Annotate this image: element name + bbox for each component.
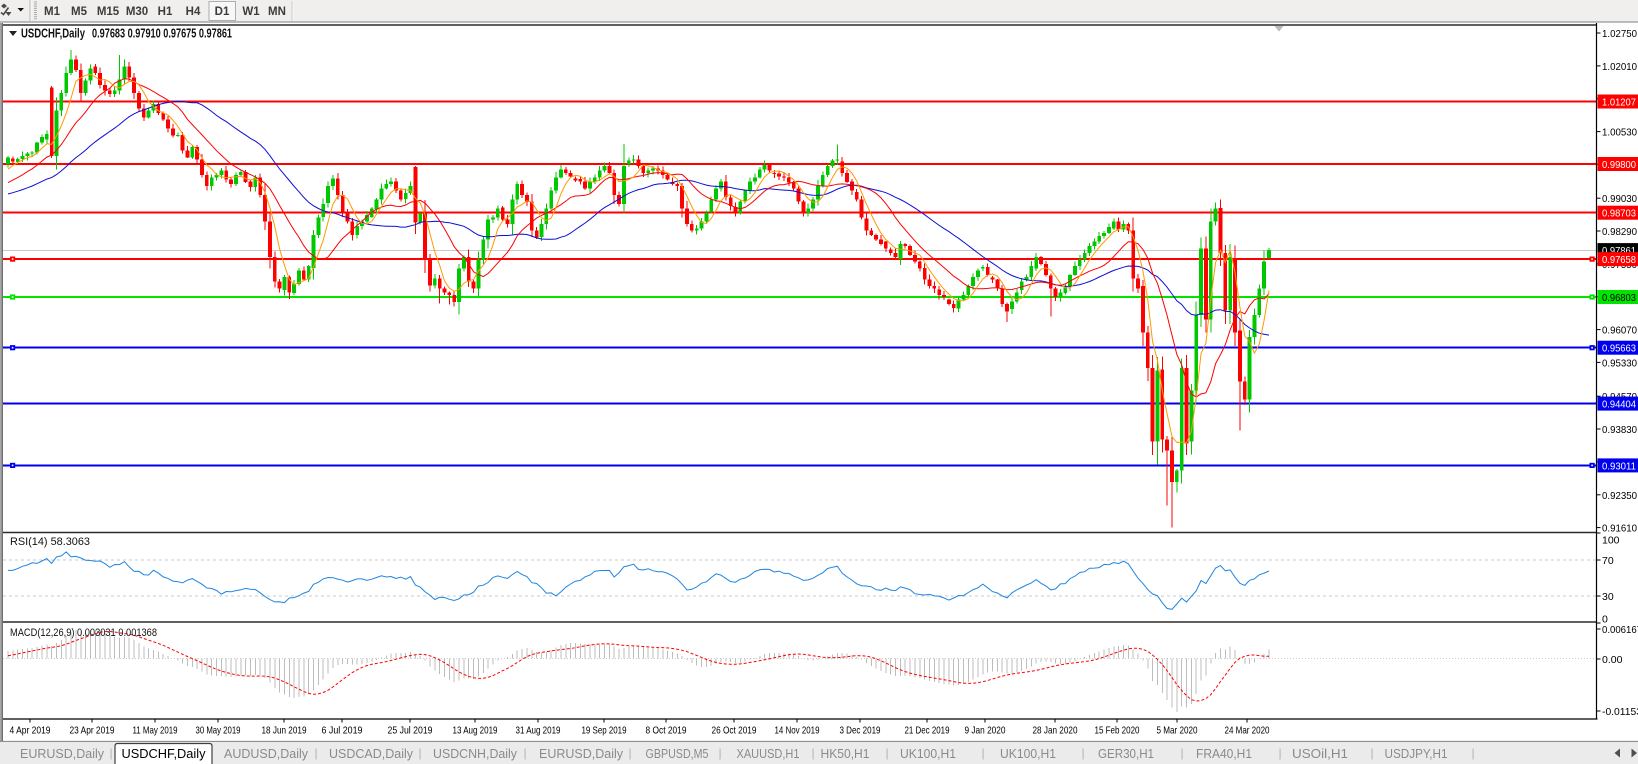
svg-text:RSI(14) 58.3063: RSI(14) 58.3063 [10,536,90,548]
svg-text:4 Apr 2019: 4 Apr 2019 [10,725,51,737]
svg-text:|: | [628,746,631,760]
svg-text:W1: W1 [242,6,260,18]
svg-text:18 Jun 2019: 18 Jun 2019 [262,725,307,737]
svg-text:|: | [1180,746,1183,760]
svg-text:USDCNH,Daily: USDCNH,Daily [433,747,518,761]
svg-text:|: | [1081,746,1084,760]
svg-text:5 Mar 2020: 5 Mar 2020 [1157,725,1198,737]
svg-text:M5: M5 [71,6,88,18]
svg-text:-0.01153: -0.01153 [1602,706,1638,718]
svg-text:0.006167: 0.006167 [1602,624,1638,636]
svg-text:|: | [885,746,888,760]
svg-text:30: 30 [1602,591,1614,603]
svg-text:MN: MN [268,6,286,18]
svg-text:FRA40,H1: FRA40,H1 [1196,747,1252,761]
svg-text:8 Oct 2019: 8 Oct 2019 [646,725,687,737]
svg-text:0.91610: 0.91610 [1602,523,1637,535]
svg-text:XAUUSD,H1: XAUUSD,H1 [737,747,800,761]
svg-text:H4: H4 [186,6,201,18]
svg-text:0.98290: 0.98290 [1602,226,1637,238]
svg-text:24 Mar 2020: 24 Mar 2020 [1225,725,1270,737]
svg-text:0.93011: 0.93011 [1602,460,1636,472]
svg-text:M15: M15 [97,6,120,18]
svg-text:11 May 2019: 11 May 2019 [133,725,178,737]
svg-text:31 Aug 2019: 31 Aug 2019 [516,725,561,737]
svg-text:UK100,H1: UK100,H1 [1000,747,1056,761]
svg-text:1.02750: 1.02750 [1602,28,1637,40]
svg-text:|: | [1278,746,1281,760]
svg-text:USDCAD,Daily: USDCAD,Daily [329,747,414,761]
svg-text:30 May 2019: 30 May 2019 [196,725,241,737]
svg-text:|: | [109,746,112,760]
svg-text:13 Aug 2019: 13 Aug 2019 [453,725,498,737]
svg-text:0.97658: 0.97658 [1602,254,1636,266]
svg-text:D1: D1 [215,6,230,18]
svg-text:6 Jul 2019: 6 Jul 2019 [322,725,363,737]
svg-text:0.97683 0.97910 0.97675 0.9786: 0.97683 0.97910 0.97675 0.97861 [92,27,232,41]
svg-text:100: 100 [1602,535,1620,547]
svg-text:|: | [1471,746,1474,760]
svg-text:M1: M1 [44,6,61,18]
svg-text:M30: M30 [126,6,148,18]
svg-text:28 Jan 2020: 28 Jan 2020 [1033,725,1078,737]
svg-text:|: | [1370,746,1373,760]
svg-text:USOil,H1: USOil,H1 [1292,747,1348,761]
svg-text:1.01207: 1.01207 [1602,97,1636,109]
svg-text:|: | [523,746,526,760]
svg-text:70: 70 [1602,555,1614,567]
svg-text:0.98703: 0.98703 [1602,208,1636,220]
svg-text:21 Dec 2019: 21 Dec 2019 [905,725,950,737]
svg-text:GER30,H1: GER30,H1 [1098,747,1154,761]
svg-text:0.99030: 0.99030 [1602,193,1637,205]
svg-text:25 Jul 2019: 25 Jul 2019 [388,725,433,737]
svg-text:AUDUSD,Daily: AUDUSD,Daily [224,747,309,761]
svg-text:HK50,H1: HK50,H1 [821,747,870,761]
svg-text:USDCHF,Daily: USDCHF,Daily [21,27,85,41]
svg-text:|: | [981,746,984,760]
svg-text:26 Oct 2019: 26 Oct 2019 [712,725,757,737]
svg-text:0.95663: 0.95663 [1602,343,1636,355]
svg-text:|: | [314,746,317,760]
svg-text:19 Sep 2019: 19 Sep 2019 [582,725,627,737]
svg-text:|: | [811,746,814,760]
svg-text:23 Apr 2019: 23 Apr 2019 [70,725,115,737]
svg-text:0.96070: 0.96070 [1602,325,1637,337]
svg-text:0.99800: 0.99800 [1602,159,1636,171]
svg-text:3 Dec 2019: 3 Dec 2019 [840,725,881,737]
svg-text:0.93830: 0.93830 [1602,424,1637,436]
svg-text:0.96803: 0.96803 [1602,292,1636,304]
svg-text:0: 0 [1602,614,1608,626]
svg-text:|: | [718,746,721,760]
svg-text:|: | [418,746,421,760]
svg-text:0.95330: 0.95330 [1602,357,1637,369]
svg-text:H1: H1 [158,6,173,18]
svg-text:15 Feb 2020: 15 Feb 2020 [1095,725,1140,737]
svg-text:1.02010: 1.02010 [1602,61,1637,73]
svg-text:USDCHF,Daily: USDCHF,Daily [122,747,207,761]
svg-text:UK100,H1: UK100,H1 [900,747,956,761]
svg-text:EURUSD,Daily: EURUSD,Daily [20,747,105,761]
svg-text:0.92350: 0.92350 [1602,490,1637,502]
svg-text:EURUSD,Daily: EURUSD,Daily [539,747,624,761]
svg-text:1.00530: 1.00530 [1602,127,1637,139]
svg-text:MACD(12,26,9) 0.003031 0.00136: MACD(12,26,9) 0.003031 0.001368 [10,627,157,639]
svg-text:9 Jan 2020: 9 Jan 2020 [965,725,1006,737]
svg-text:0.94404: 0.94404 [1602,399,1636,411]
svg-text:GBPUSD,M5: GBPUSD,M5 [646,747,709,761]
svg-text:0.00: 0.00 [1602,654,1623,666]
svg-text:14 Nov 2019: 14 Nov 2019 [775,725,820,737]
svg-text:USDJPY,H1: USDJPY,H1 [1385,747,1448,761]
